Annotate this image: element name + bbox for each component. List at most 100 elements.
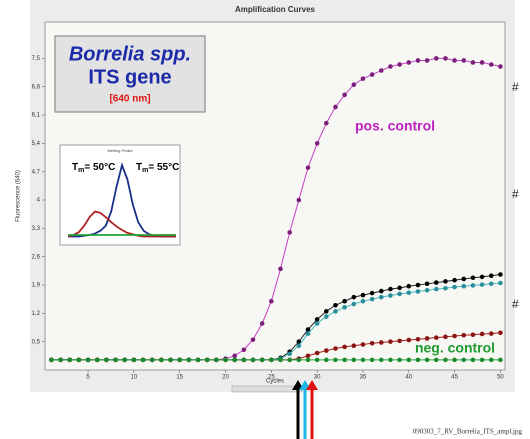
data-point (361, 342, 366, 347)
data-point (452, 285, 457, 290)
data-point (480, 282, 485, 287)
data-point (370, 297, 375, 302)
data-point (342, 358, 347, 363)
data-point (232, 358, 237, 363)
y-tick-label: 1,9 (32, 283, 41, 289)
data-point (315, 321, 320, 326)
data-point (489, 282, 494, 287)
data-point (443, 279, 448, 284)
data-point (406, 290, 411, 295)
data-point (352, 358, 357, 363)
data-point (95, 358, 100, 363)
data-point (416, 58, 421, 63)
data-point (269, 358, 274, 363)
chart-title: Amplification Curves (235, 5, 316, 14)
data-point (242, 358, 247, 363)
data-point (471, 283, 476, 288)
tm-text: = 50°C (84, 162, 115, 173)
y-tick-label: 5,4 (32, 141, 41, 147)
x-tick-label: 40 (405, 375, 412, 381)
data-point (452, 334, 457, 339)
data-point (379, 340, 384, 345)
data-point (498, 358, 503, 363)
data-point (471, 60, 476, 65)
data-point (388, 293, 393, 298)
data-point (297, 198, 302, 203)
data-point (333, 303, 338, 308)
data-point (333, 105, 338, 110)
data-point (461, 284, 466, 289)
data-point (434, 280, 439, 285)
data-point (379, 289, 384, 294)
data-point (278, 358, 283, 363)
data-point (406, 338, 411, 343)
scrollbar (232, 386, 302, 392)
data-point (406, 284, 411, 289)
side-mark: # (512, 187, 519, 201)
x-tick-label: 35 (360, 375, 367, 381)
data-point (315, 351, 320, 356)
neg-control-label: neg. control (415, 340, 495, 356)
data-point (480, 60, 485, 65)
x-tick-label: 10 (131, 375, 138, 381)
data-point (342, 93, 347, 98)
data-point (379, 295, 384, 300)
data-point (425, 282, 430, 287)
data-point (278, 267, 283, 272)
data-point (461, 358, 466, 363)
data-point (370, 358, 375, 363)
data-point (352, 343, 357, 348)
data-point (342, 345, 347, 350)
data-point (498, 330, 503, 335)
data-point (141, 358, 146, 363)
data-point (187, 358, 192, 363)
data-point (104, 358, 109, 363)
side-mark: # (512, 80, 519, 94)
data-point (452, 58, 457, 63)
data-point (352, 82, 357, 87)
data-point (379, 358, 384, 363)
data-point (315, 141, 320, 146)
arrows (292, 380, 318, 439)
data-point (434, 287, 439, 292)
y-tick-label: 3,3 (32, 226, 41, 232)
data-point (370, 341, 375, 346)
data-point (287, 230, 292, 235)
data-point (388, 358, 393, 363)
data-point (315, 317, 320, 322)
gene-label: ITS gene (88, 66, 171, 88)
inset-title: Melting Peaks (107, 148, 132, 153)
data-point (306, 358, 311, 363)
data-point (150, 358, 155, 363)
data-point (324, 314, 329, 319)
data-point (443, 358, 448, 363)
data-point (416, 283, 421, 288)
data-point (324, 348, 329, 353)
data-point (406, 60, 411, 65)
data-point (287, 358, 292, 363)
x-tick-label: 45 (451, 375, 458, 381)
data-point (260, 321, 265, 326)
data-point (434, 358, 439, 363)
data-point (333, 309, 338, 314)
data-point (168, 358, 173, 363)
data-point (471, 358, 476, 363)
data-point (67, 358, 72, 363)
data-point (425, 288, 430, 293)
y-tick-label: 6,1 (32, 113, 41, 119)
data-point (333, 358, 338, 363)
data-point (232, 354, 237, 359)
data-point (406, 358, 411, 363)
data-point (251, 358, 256, 363)
data-point (132, 358, 137, 363)
data-point (177, 358, 182, 363)
data-point (425, 358, 430, 363)
data-point (287, 352, 292, 357)
data-point (306, 331, 311, 336)
data-point (425, 58, 430, 63)
data-point (214, 358, 219, 363)
data-point (461, 58, 466, 63)
data-point (489, 331, 494, 336)
y-axis-label: Fluorescence (640) (16, 170, 22, 222)
page: Amplification Curves Fluorescence (640) … (0, 0, 530, 439)
